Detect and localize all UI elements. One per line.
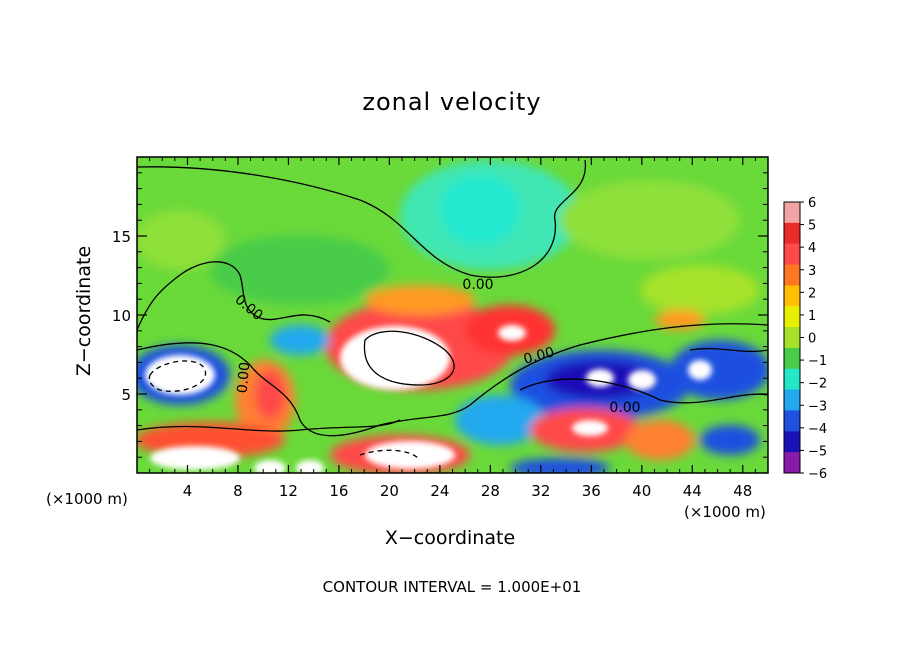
heatmap-field bbox=[137, 157, 768, 473]
colorbar-label: −5 bbox=[808, 444, 827, 459]
colorbar-swatch bbox=[784, 306, 800, 328]
contour-label: 0.00 bbox=[462, 277, 493, 293]
field-core bbox=[586, 369, 614, 387]
colorbar-swatch bbox=[784, 285, 800, 307]
x-tick-label: 44 bbox=[683, 482, 702, 500]
x-tick-label: 20 bbox=[380, 482, 399, 500]
y-tick-label: 5 bbox=[121, 386, 131, 404]
colorbar-label: 4 bbox=[808, 241, 816, 256]
contour-line bbox=[363, 330, 455, 386]
colorbar-label: 1 bbox=[808, 309, 816, 324]
contour-label: 0.00 bbox=[235, 361, 254, 393]
field-core bbox=[296, 460, 324, 473]
contour-label: 0.00 bbox=[609, 400, 640, 416]
field-blob bbox=[625, 420, 695, 460]
x-tick-label: 28 bbox=[481, 482, 500, 500]
field-blob bbox=[255, 370, 285, 420]
x-tick-label: 12 bbox=[279, 482, 298, 500]
contour-line bbox=[359, 449, 421, 461]
x-tick-label: 16 bbox=[329, 482, 348, 500]
field-core bbox=[572, 420, 608, 436]
colorbar-label: −6 bbox=[808, 467, 827, 482]
field-blob bbox=[210, 235, 390, 305]
field-core bbox=[628, 370, 656, 390]
x-tick-label: 36 bbox=[582, 482, 601, 500]
contour-line bbox=[137, 261, 331, 331]
x-unit-label-right: (×1000 m) bbox=[684, 503, 766, 521]
contour-label: 0.00 bbox=[522, 344, 556, 368]
field-core bbox=[688, 360, 712, 380]
contour-lines bbox=[137, 159, 768, 461]
x-unit-label-left: (×1000 m) bbox=[46, 490, 128, 508]
contour-line bbox=[689, 347, 768, 353]
colorbar-swatch bbox=[784, 368, 800, 391]
colorbar: 6 5 4 3 2 1 0 −1 −2 −3 −4 −5 −6 bbox=[783, 196, 827, 482]
colorbar-swatch bbox=[784, 327, 800, 349]
colorbar-swatch bbox=[784, 431, 800, 453]
field-blob bbox=[670, 340, 768, 400]
y-tick-label: 10 bbox=[112, 307, 131, 325]
x-tick-label: 48 bbox=[733, 482, 752, 500]
field-core bbox=[365, 441, 455, 469]
chart-title: zonal velocity bbox=[362, 88, 542, 116]
field-blob bbox=[270, 325, 330, 355]
field-core bbox=[340, 326, 450, 390]
colorbar-swatch bbox=[784, 347, 800, 370]
colorbar-swatch bbox=[784, 410, 800, 432]
x-tick-label: 40 bbox=[632, 482, 651, 500]
colorbar-label: −1 bbox=[808, 354, 827, 369]
y-tick-label: 15 bbox=[112, 228, 131, 246]
field-blob bbox=[640, 265, 760, 315]
contour-line bbox=[519, 378, 768, 404]
field-core bbox=[498, 325, 526, 341]
x-tick-label: 24 bbox=[430, 482, 449, 500]
colorbar-label: 0 bbox=[808, 332, 816, 347]
colorbar-swatch bbox=[784, 452, 800, 474]
field-blob bbox=[510, 458, 610, 473]
field-blob bbox=[700, 425, 760, 455]
x-tick-label: 4 bbox=[183, 482, 193, 500]
field-core bbox=[254, 460, 286, 473]
colorbar-label: 2 bbox=[808, 286, 816, 301]
colorbar-swatch bbox=[784, 222, 800, 245]
contour-interval-note: CONTOUR INTERVAL = 1.000E+01 bbox=[322, 578, 582, 596]
colorbar-label: −4 bbox=[808, 422, 827, 437]
colorbar-swatch bbox=[784, 202, 800, 224]
colorbar-label: 6 bbox=[808, 196, 816, 211]
contour-line bbox=[137, 323, 768, 437]
contour-line bbox=[148, 360, 207, 392]
contour-line bbox=[137, 159, 586, 278]
field-core bbox=[145, 355, 215, 395]
colorbar-swatch bbox=[784, 264, 800, 286]
field-core bbox=[150, 446, 240, 470]
colorbar-label: −2 bbox=[808, 377, 827, 392]
field-blob bbox=[440, 175, 520, 245]
x-tick-label: 8 bbox=[233, 482, 243, 500]
colorbar-swatch bbox=[784, 243, 800, 266]
contour-line bbox=[137, 419, 401, 432]
colorbar-swatch bbox=[784, 389, 800, 411]
colorbar-label: 3 bbox=[808, 264, 816, 279]
x-tick-label: 32 bbox=[531, 482, 550, 500]
field-blob bbox=[137, 210, 225, 270]
field-blob bbox=[560, 180, 740, 260]
field-blob bbox=[365, 285, 475, 315]
field-blob bbox=[455, 395, 545, 445]
x-axis-label: X−coordinate bbox=[384, 527, 516, 549]
colorbar-label: 5 bbox=[808, 219, 816, 234]
colorbar-label: −3 bbox=[808, 399, 827, 414]
